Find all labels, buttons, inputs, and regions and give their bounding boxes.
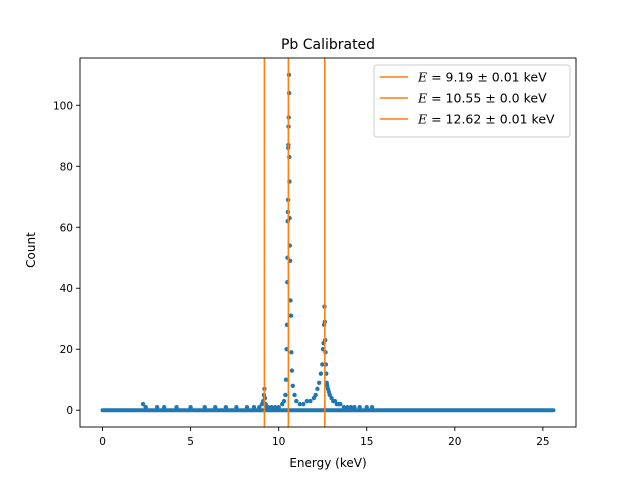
data-point (288, 313, 294, 318)
data-point (174, 404, 179, 410)
data-point (369, 404, 375, 410)
data-point (272, 404, 278, 410)
data-point (320, 362, 325, 367)
data-point (265, 404, 271, 410)
data-point (154, 404, 160, 410)
data-point (288, 298, 293, 303)
data-point (290, 383, 295, 389)
data-point (223, 404, 229, 410)
y-tick-label: 80 (60, 161, 73, 173)
data-point (338, 401, 343, 407)
y-tick-label: 20 (60, 344, 73, 356)
data-point (188, 404, 193, 410)
data-point (315, 386, 320, 392)
data-point (357, 404, 362, 410)
data-point (283, 392, 288, 398)
data-point (281, 398, 287, 404)
data-point (364, 404, 369, 410)
y-tick-label: 60 (60, 222, 73, 234)
y-tick-label: 40 (60, 283, 73, 295)
data-point (294, 398, 299, 404)
axes-frame (79, 57, 577, 428)
legend-entry: E = 12.62 ± 0.01 keV (417, 112, 555, 127)
x-tick-label: 15 (360, 436, 373, 448)
x-tick-label: 5 (187, 436, 194, 448)
x-tick-label: 10 (272, 436, 285, 448)
data-point (313, 392, 318, 398)
y-tick-label: 0 (66, 405, 73, 417)
legend: E = 9.19 ± 0.01 keV E = 10.55 ± 0.0 keV E … (373, 64, 571, 138)
data-point (316, 380, 322, 385)
data-point (251, 404, 257, 410)
data-point (301, 401, 306, 407)
data-point (213, 404, 218, 410)
data-point (292, 392, 297, 398)
x-axis-label: Energy (keV) (289, 456, 366, 470)
data-point (297, 401, 303, 407)
data-point (318, 371, 324, 376)
data-point (304, 398, 310, 404)
data-point (352, 404, 357, 410)
data-point (289, 350, 294, 355)
data-point (289, 368, 295, 373)
x-tick-label: 25 (536, 436, 549, 448)
legend-box (373, 64, 571, 138)
y-axis-label: Count (24, 232, 38, 268)
data-point (244, 404, 250, 410)
data-point (257, 404, 262, 410)
data-point (140, 401, 146, 407)
data-point (341, 404, 347, 410)
data-point (348, 404, 354, 410)
plot-area (100, 58, 556, 427)
legend-entry: E = 9.19 ± 0.01 keV (417, 70, 547, 85)
chart-title: Pb Calibrated (281, 37, 375, 53)
data-point (276, 404, 281, 410)
x-tick-label: 0 (99, 436, 106, 448)
data-point (161, 404, 167, 410)
data-point (202, 404, 207, 410)
legend-entry: E = 10.55 ± 0.0 keV (417, 91, 547, 106)
y-tick-label: 100 (53, 100, 73, 112)
data-point (143, 404, 148, 410)
axes: 0 5 10 15 20 25 0 20 40 60 80 100 (53, 57, 577, 448)
data-point (308, 398, 313, 404)
data-point (345, 404, 350, 410)
x-tick-label: 20 (448, 436, 461, 448)
data-point (269, 404, 274, 410)
data-point (234, 404, 239, 410)
data-point (283, 377, 289, 382)
